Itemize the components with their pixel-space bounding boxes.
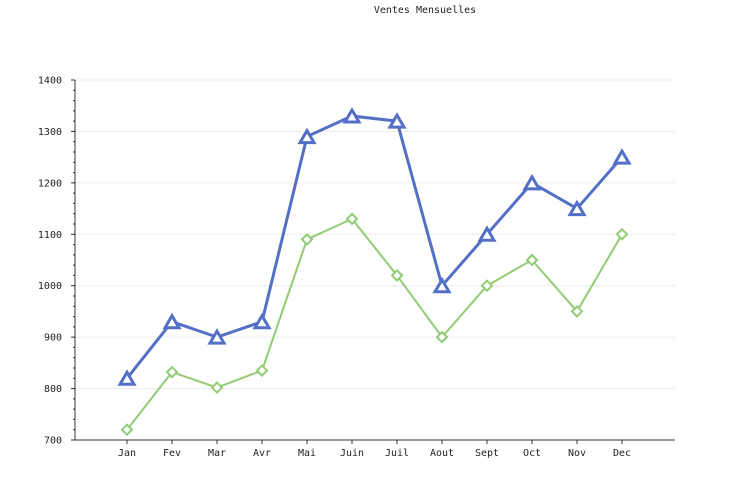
data-point-diamond	[165, 365, 179, 379]
data-point-diamond	[345, 212, 359, 226]
data-point-triangle	[252, 312, 272, 330]
data-point-triangle	[567, 199, 587, 217]
x-tick-label: Juil	[385, 448, 409, 459]
y-tick-label: 1100	[38, 230, 62, 241]
data-point-triangle	[477, 225, 497, 242]
x-tick-label: Mar	[208, 448, 226, 459]
data-point-triangle	[342, 107, 362, 124]
x-tick-label: Sept	[475, 448, 499, 459]
data-point-triangle	[207, 328, 227, 345]
data-point-diamond	[570, 305, 584, 318]
x-tick-label: Mai	[298, 448, 316, 459]
x-tick-label: Oct	[523, 448, 541, 459]
y-tick-label: 1000	[38, 281, 62, 292]
y-tick-label: 1300	[38, 127, 62, 138]
data-point-triangle	[522, 173, 542, 191]
axes	[71, 79, 675, 444]
series-2	[120, 212, 629, 437]
x-tick-label: Fev	[163, 448, 181, 459]
data-point-triangle	[432, 276, 452, 294]
data-point-diamond	[120, 423, 134, 437]
data-point-diamond	[615, 227, 629, 241]
series-1	[117, 107, 632, 386]
data-point-diamond	[300, 233, 314, 246]
series-layer	[117, 107, 632, 437]
x-tick-label: Avr	[253, 448, 271, 459]
y-tick-label: 900	[44, 333, 62, 344]
y-tick-label: 1400	[38, 76, 62, 87]
data-point-triangle	[387, 112, 407, 129]
x-tick-label: Dec	[613, 448, 631, 459]
x-tick-labels: Jan Fev Mar Avr Mai Juin Juil Aout Sept Oct Nov Dec	[118, 448, 631, 459]
data-point-diamond	[390, 269, 404, 282]
data-point-diamond	[435, 330, 449, 344]
grid-lines	[75, 79, 675, 390]
data-point-diamond	[210, 381, 224, 394]
data-point-diamond	[525, 253, 539, 267]
x-tick-label: Nov	[568, 448, 586, 459]
y-tick-label: 800	[44, 384, 62, 395]
y-tick-label: 700	[44, 436, 62, 447]
data-point-diamond	[480, 279, 494, 293]
data-point-triangle	[162, 312, 182, 330]
series-line	[126, 217, 623, 431]
x-tick-label: Jan	[118, 448, 136, 459]
data-point-triangle	[117, 369, 137, 386]
data-point-triangle	[612, 148, 632, 165]
y-tick-labels: 700 800 900 1000 1100 1200 1300 1400	[38, 76, 62, 447]
x-tick-label: Juin	[340, 448, 364, 459]
chart-title: Ventes Mensuelles	[374, 5, 476, 16]
y-tick-label: 1200	[38, 178, 62, 189]
data-point-triangle	[297, 127, 317, 145]
x-tick-label: Aout	[430, 448, 454, 459]
data-point-diamond	[255, 364, 269, 377]
